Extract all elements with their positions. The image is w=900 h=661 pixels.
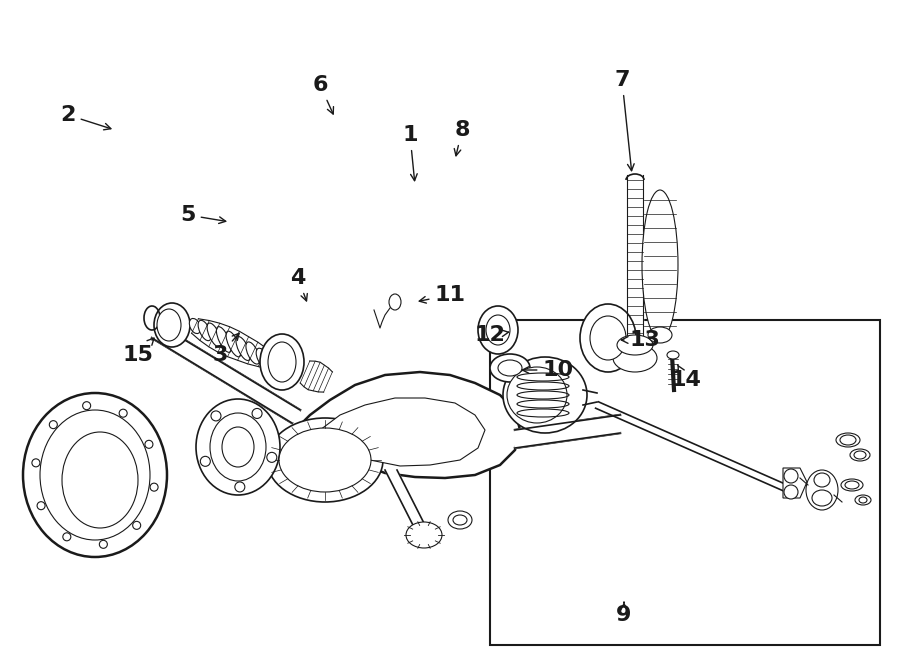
Polygon shape [295, 372, 520, 478]
Ellipse shape [478, 306, 518, 354]
Ellipse shape [32, 459, 40, 467]
Ellipse shape [99, 540, 107, 549]
Polygon shape [192, 319, 275, 369]
Ellipse shape [246, 342, 259, 364]
Ellipse shape [37, 502, 45, 510]
Ellipse shape [211, 411, 221, 421]
Ellipse shape [486, 315, 510, 345]
Ellipse shape [150, 483, 158, 491]
Ellipse shape [260, 334, 304, 390]
Ellipse shape [448, 511, 472, 529]
Text: 13: 13 [621, 330, 661, 350]
Text: 4: 4 [291, 268, 307, 301]
Polygon shape [152, 325, 300, 423]
Ellipse shape [613, 344, 657, 372]
Ellipse shape [667, 351, 679, 359]
Ellipse shape [252, 408, 262, 418]
Ellipse shape [157, 309, 181, 341]
Ellipse shape [389, 294, 401, 310]
Text: 1: 1 [402, 125, 418, 180]
Ellipse shape [226, 331, 241, 357]
Ellipse shape [845, 481, 859, 489]
Ellipse shape [216, 327, 231, 352]
Ellipse shape [268, 342, 296, 382]
Ellipse shape [50, 420, 58, 428]
Ellipse shape [854, 451, 866, 459]
Ellipse shape [784, 469, 798, 483]
Ellipse shape [279, 428, 371, 492]
Ellipse shape [507, 367, 567, 423]
Ellipse shape [812, 490, 832, 506]
Text: 12: 12 [474, 325, 508, 345]
Bar [490, 320, 880, 645]
Text: 8: 8 [454, 120, 470, 156]
Ellipse shape [453, 515, 467, 525]
Text: 11: 11 [419, 285, 465, 305]
Ellipse shape [642, 190, 678, 340]
Ellipse shape [256, 348, 268, 367]
Ellipse shape [840, 435, 856, 445]
Text: 15: 15 [122, 338, 154, 365]
Ellipse shape [850, 449, 870, 461]
Ellipse shape [62, 432, 138, 528]
Ellipse shape [580, 304, 636, 372]
Ellipse shape [119, 409, 127, 417]
Ellipse shape [23, 393, 167, 557]
Text: 14: 14 [670, 365, 701, 390]
Polygon shape [627, 175, 643, 345]
Text: 7: 7 [614, 70, 634, 171]
Ellipse shape [201, 456, 211, 466]
Text: 5: 5 [180, 205, 226, 225]
Ellipse shape [855, 495, 871, 505]
Polygon shape [515, 415, 620, 448]
Ellipse shape [841, 479, 863, 491]
Text: 2: 2 [60, 105, 111, 130]
Ellipse shape [189, 319, 201, 334]
Ellipse shape [617, 335, 653, 355]
Ellipse shape [490, 354, 530, 382]
Ellipse shape [196, 399, 280, 495]
Ellipse shape [836, 433, 860, 447]
Ellipse shape [40, 410, 150, 540]
Ellipse shape [806, 470, 838, 510]
Text: 3: 3 [212, 333, 239, 365]
Ellipse shape [406, 522, 442, 548]
Text: 6: 6 [312, 75, 334, 114]
Ellipse shape [132, 522, 140, 529]
Ellipse shape [83, 402, 91, 410]
Polygon shape [783, 468, 807, 498]
Ellipse shape [222, 427, 254, 467]
Polygon shape [320, 398, 485, 466]
Ellipse shape [590, 316, 626, 360]
Ellipse shape [814, 473, 830, 487]
Ellipse shape [498, 360, 522, 376]
Ellipse shape [154, 303, 190, 347]
Text: 10: 10 [522, 360, 573, 380]
Ellipse shape [784, 485, 798, 499]
Ellipse shape [198, 321, 212, 340]
Ellipse shape [266, 452, 277, 462]
Ellipse shape [648, 327, 672, 343]
Ellipse shape [235, 482, 245, 492]
Ellipse shape [503, 357, 587, 433]
Ellipse shape [210, 413, 266, 481]
Polygon shape [385, 470, 430, 535]
Ellipse shape [145, 440, 153, 448]
Ellipse shape [207, 323, 221, 347]
Ellipse shape [859, 497, 867, 503]
Ellipse shape [236, 336, 250, 360]
Polygon shape [301, 361, 332, 392]
Text: 9: 9 [616, 602, 632, 625]
Ellipse shape [267, 418, 383, 502]
Ellipse shape [63, 533, 71, 541]
